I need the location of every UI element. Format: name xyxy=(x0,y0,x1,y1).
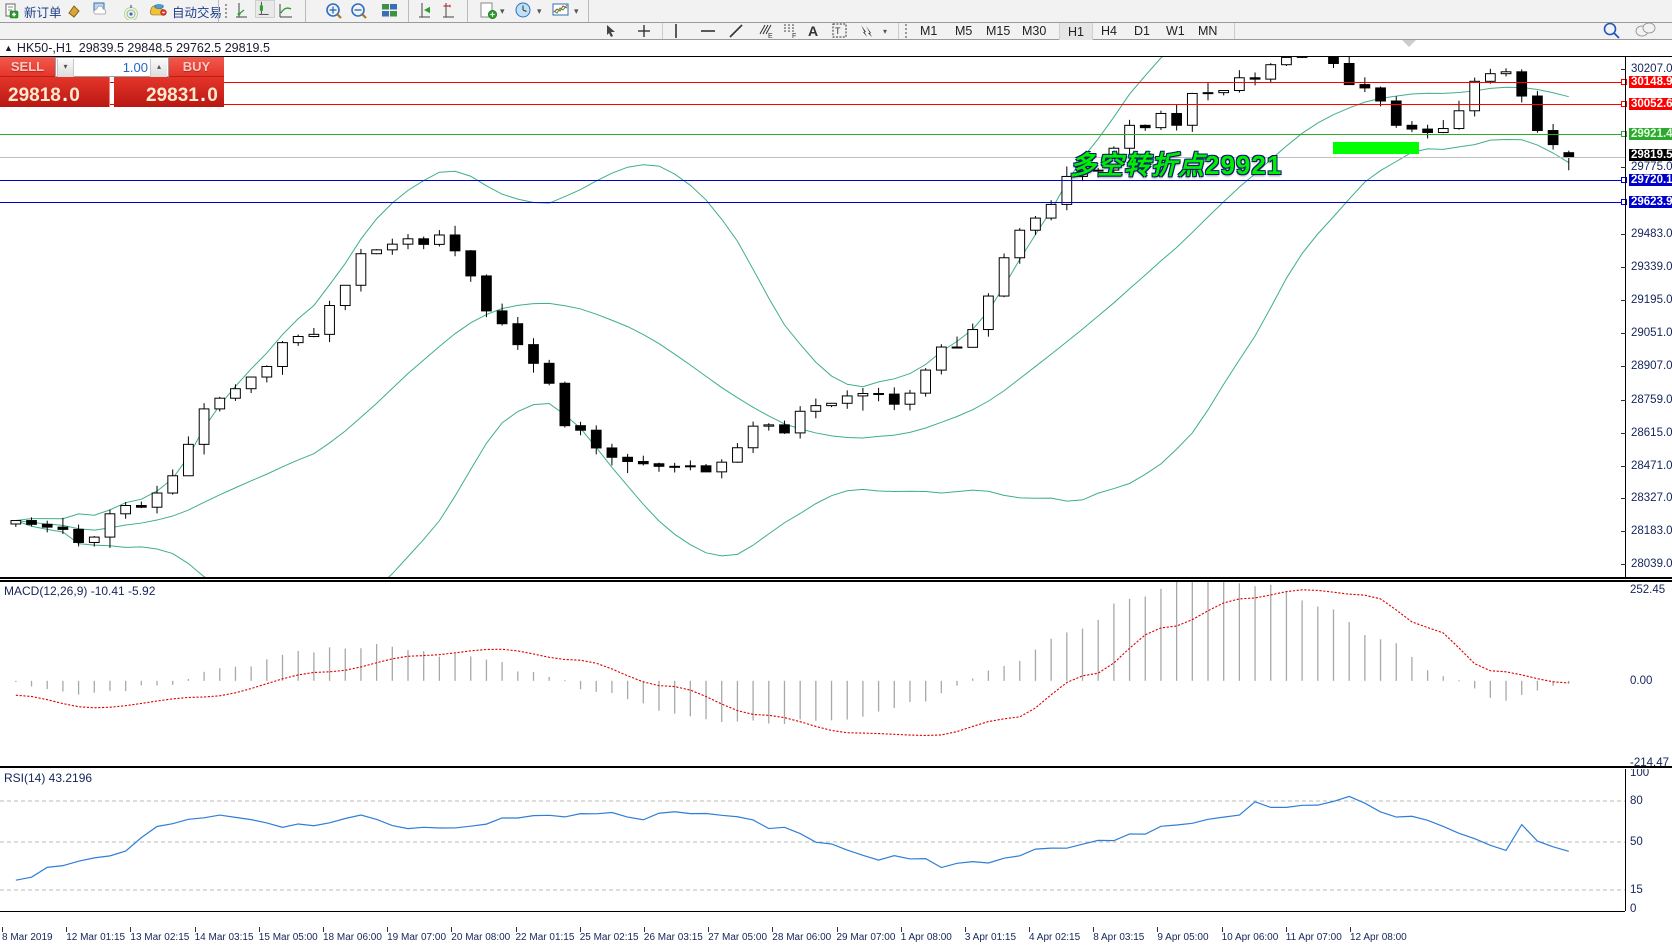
svg-text:T: T xyxy=(835,26,841,36)
svg-text:F: F xyxy=(792,33,796,39)
svg-text:E: E xyxy=(768,33,773,39)
